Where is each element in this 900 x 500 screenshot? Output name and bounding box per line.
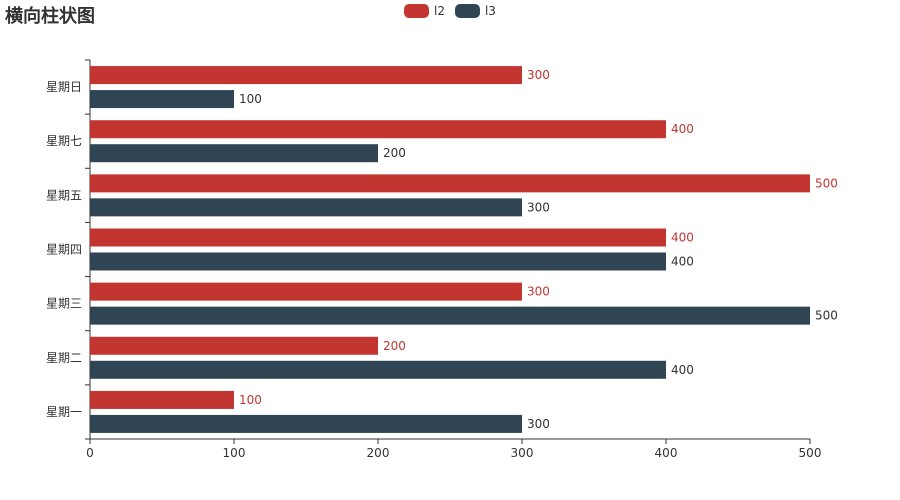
y-tick-label: 星期三	[46, 297, 82, 311]
y-tick-label: 星期七	[46, 134, 82, 148]
bar-l2	[90, 66, 522, 85]
bar-l3	[90, 360, 666, 379]
data-label-l2: 300	[527, 68, 550, 82]
data-label-l2: 200	[383, 339, 406, 353]
data-label-l2: 400	[671, 231, 694, 245]
bar-l2	[90, 174, 810, 193]
bar-l2	[90, 282, 522, 301]
x-tick-label: 200	[367, 446, 390, 460]
bar-l2	[90, 120, 666, 139]
data-label-l2: 100	[239, 393, 262, 407]
x-tick-label: 300	[511, 446, 534, 460]
data-label-l2: 300	[527, 285, 550, 299]
data-label-l3: 100	[239, 92, 262, 106]
legend-swatch-l2	[404, 4, 429, 18]
bar-l3	[90, 252, 666, 271]
x-tick-label: 100	[223, 446, 246, 460]
y-tick-label: 星期日	[46, 80, 82, 94]
legend-item-l2[interactable]: l2	[404, 4, 445, 18]
bar-l3	[90, 306, 810, 325]
data-label-l2: 500	[815, 176, 838, 190]
x-tick-label: 400	[655, 446, 678, 460]
legend-label-l2: l2	[434, 4, 445, 18]
bar-l3	[90, 414, 522, 433]
legend[interactable]: l2 l3	[404, 4, 506, 18]
legend-label-l3: l3	[484, 4, 496, 18]
legend-item-l3[interactable]: l3	[454, 4, 496, 18]
bar-l3	[90, 144, 378, 163]
y-tick-label: 星期五	[46, 188, 82, 202]
bar-l2	[90, 390, 234, 409]
data-label-l3: 300	[527, 417, 550, 431]
legend-swatch-l3	[454, 4, 480, 18]
x-tick-label: 0	[86, 446, 94, 460]
y-tick-label: 星期二	[46, 351, 82, 365]
data-label-l3: 500	[815, 309, 838, 323]
data-label-l3: 400	[671, 363, 694, 377]
x-tick-label: 500	[799, 446, 822, 460]
data-label-l3: 200	[383, 146, 406, 160]
chart-title: 横向柱状图	[5, 6, 95, 27]
y-tick-label: 星期四	[46, 243, 82, 257]
data-label-l3: 300	[527, 200, 550, 214]
bar-l2	[90, 228, 666, 247]
y-tick-label: 星期一	[46, 405, 82, 419]
bar-l3	[90, 90, 234, 109]
data-label-l3: 400	[671, 255, 694, 269]
data-label-l2: 400	[671, 122, 694, 136]
bar-l3	[90, 198, 522, 217]
bar-l2	[90, 336, 378, 355]
